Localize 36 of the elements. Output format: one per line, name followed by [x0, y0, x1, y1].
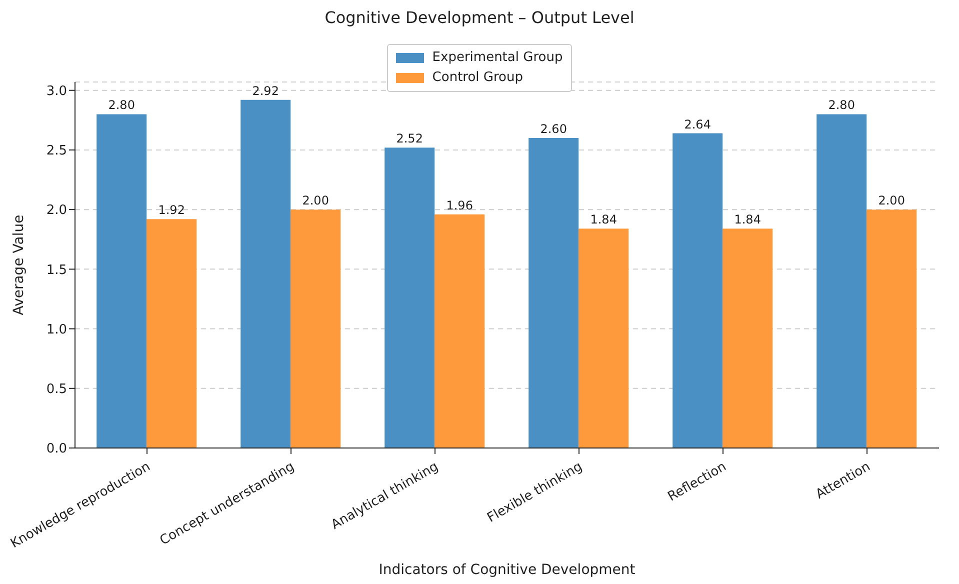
data-label: 1.92 [158, 203, 185, 218]
data-label: 2.60 [540, 122, 567, 136]
bar [722, 228, 773, 448]
data-label: 2.80 [828, 98, 855, 112]
data-label: 2.92 [252, 84, 279, 98]
data-label: 1.84 [734, 212, 761, 227]
bar [672, 133, 723, 448]
y-axis-title: Average Value [10, 214, 27, 316]
y-tick-label: 2.5 [46, 144, 67, 159]
bar [528, 138, 579, 448]
bar [240, 100, 291, 448]
bar [434, 214, 485, 448]
y-tick-label: 0.0 [46, 442, 67, 457]
y-tick-label: 3.0 [46, 84, 67, 99]
bar [146, 219, 197, 448]
data-label: 2.52 [396, 132, 423, 146]
bar [384, 148, 435, 448]
x-axis-title: Indicators of Cognitive Development [378, 562, 636, 578]
y-tick-label: 2.0 [46, 203, 67, 218]
bar [96, 114, 147, 448]
data-label: 2.64 [684, 117, 711, 132]
bar [866, 210, 917, 448]
y-tick-label: 0.5 [46, 382, 67, 398]
bar [578, 228, 629, 448]
data-label: 1.96 [446, 198, 473, 212]
data-label: 2.80 [108, 98, 135, 112]
data-label: 1.84 [590, 212, 617, 227]
data-label: 2.00 [302, 194, 329, 208]
bar [816, 114, 867, 448]
y-tick-label: 1.0 [46, 322, 67, 338]
y-tick-label: 1.5 [46, 262, 67, 278]
legend-label: Control Group [431, 69, 524, 87]
data-label: 2.00 [878, 194, 905, 208]
legend-label: Experimental Group [431, 49, 563, 67]
chart-title: Cognitive Development – Output Level [324, 8, 636, 27]
bar [290, 210, 341, 448]
